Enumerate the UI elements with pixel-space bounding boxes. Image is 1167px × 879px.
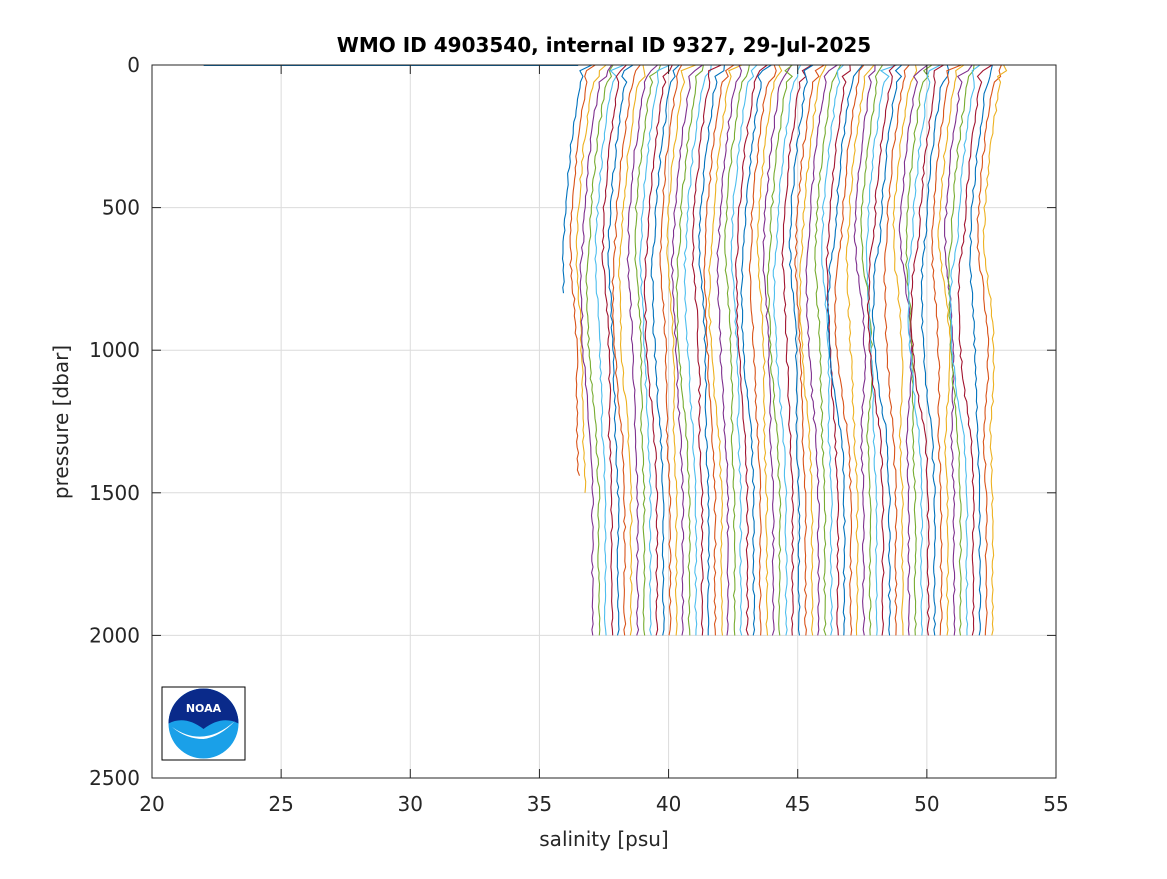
salinity-profile-line [708,64,743,636]
salinity-profile-line [740,64,772,636]
x-tick-label: 35 [527,792,552,816]
salinity-profile-line [650,64,680,636]
y-tick-label: 1500 [89,481,140,505]
salinity-profile-line [626,64,658,636]
y-tick-label: 2500 [89,766,140,790]
salinity-profile-line [703,64,735,636]
salinity-profile-line [976,64,1002,636]
salinity-profile-line [853,64,876,636]
salinity-profile-line [905,64,933,636]
plot-area [152,65,1056,778]
x-tick-labels: 20 25 30 35 40 45 50 55 [139,792,1068,816]
salinity-profile-line [762,64,792,636]
x-tick-label: 20 [139,792,164,816]
salinity-profile-line [943,64,973,636]
y-tick-label: 1000 [89,338,140,362]
salinity-profile-line [607,64,634,636]
salinity-profile-line [618,64,646,636]
logo-top-band [168,688,239,729]
salinity-profile-line [579,64,613,636]
salinity-profile-line [781,64,813,636]
y-tick-label: 500 [102,196,140,220]
salinity-profile-line [860,64,884,636]
salinity-profile-line [834,64,865,636]
salinity-profile-line [982,64,1008,636]
salinity-profile-line [611,64,641,636]
salinity-profile-line [639,64,671,636]
x-tick-label: 30 [398,792,423,816]
x-tick-label: 40 [656,792,681,816]
y-axis-label: pressure [dbar] [49,345,73,499]
y-tick-labels: 0 500 1000 1500 2000 2500 [89,53,140,790]
salinity-profile-line [949,64,981,636]
salinity-profile-line [883,64,910,636]
salinity-profile-line [643,64,673,636]
x-tick-label: 55 [1043,792,1068,816]
axes-frame [151,64,1057,779]
salinity-profile-line [561,64,593,294]
salinity-profile-line [892,64,918,636]
salinity-profile-line [871,64,903,636]
salinity-profile-line [766,64,794,636]
salinity-profile-line [865,64,898,636]
salinity-profile-line [724,64,750,636]
salinity-profile-line [937,64,965,636]
salinity-profile-line [827,64,864,636]
salinity-profile-line [920,64,950,636]
y-tick-label: 2000 [89,623,140,647]
salinity-profile-line [698,64,725,636]
y-tick-label: 0 [127,53,140,77]
x-tick-label: 25 [268,792,293,816]
salinity-profile-line [866,64,896,636]
salinity-profile-line [634,64,662,636]
salinity-profile-line [814,64,842,636]
salinity-profile-line [957,64,993,636]
salinity-profile-line [683,64,712,636]
x-axis-label: salinity [psu] [539,827,668,851]
x-tick-label: 50 [914,792,939,816]
salinity-profile-line [772,64,802,636]
salinity-profile-line [575,64,607,493]
salinity-profile-line [569,64,596,476]
chart-title: WMO ID 4903540, internal ID 9327, 29-Jul… [337,33,871,57]
salinity-profile-line [659,64,683,636]
salinity-profile-line [845,64,875,636]
salinity-profile-line [907,64,941,636]
salinity-profile-line [716,64,742,636]
salinity-profile-line [788,64,814,636]
salinity-profile-line [594,64,625,636]
salinity-profile-line [898,64,928,636]
salinity-profile-line [969,64,993,636]
salinity-profile-line [756,64,783,636]
salinity-profile-line [666,64,697,636]
x-tick-label: 45 [785,792,810,816]
salinity-profile-line [691,64,722,636]
salinity-profile-line [730,64,758,636]
salinity-profile-line [734,64,768,636]
salinity-profile-line [910,64,944,636]
salinity-profile-line [794,64,825,636]
noaa-logo: NOAA [161,686,246,761]
salinity-profile-line [670,64,703,636]
tick-marks [151,64,1057,779]
salinity-profile-line [798,64,827,636]
logo-text: NOAA [186,702,222,715]
salinity-profile-line [748,64,777,636]
salinity-profile-line [601,64,627,636]
salinity-profile-line [585,64,614,636]
salinity-profile-line [805,64,838,636]
salinity-profile-line [825,64,851,636]
salinity-profile-line [821,64,844,636]
salinity-profile-line [675,64,704,636]
salinity-profile-line [931,64,962,636]
